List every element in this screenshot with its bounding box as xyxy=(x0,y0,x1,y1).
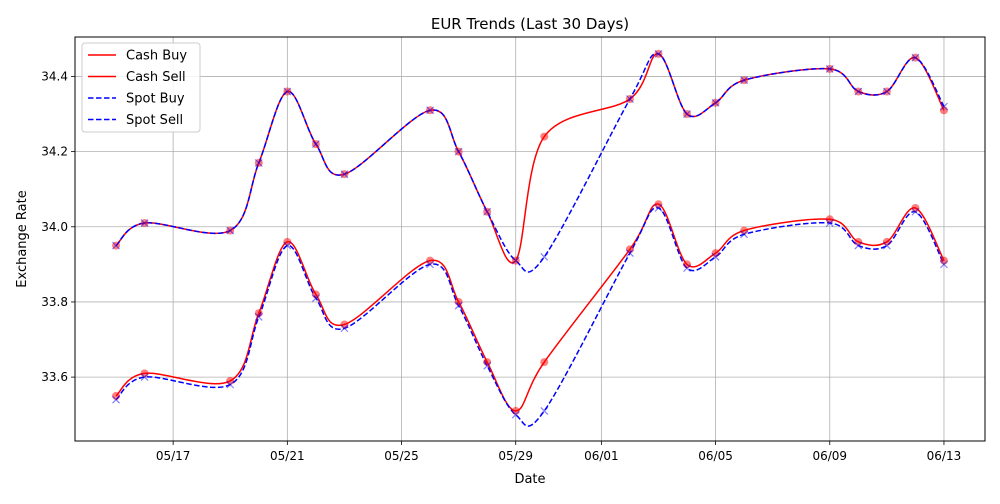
data-point-spot-buy xyxy=(625,249,634,258)
data-point-cash-buy xyxy=(426,256,435,265)
data-point-cash-buy xyxy=(112,391,121,400)
data-point-cash-buy xyxy=(654,200,663,209)
data-point-spot-sell xyxy=(540,252,549,261)
x-tick-label: 05/17 xyxy=(156,449,191,463)
data-point-cash-buy xyxy=(825,215,834,224)
data-point-spot-buy xyxy=(283,241,292,250)
data-point-cash-buy xyxy=(711,249,720,258)
data-point-spot-buy xyxy=(426,260,435,269)
data-point-spot-sell xyxy=(254,158,263,167)
x-axis-label: Date xyxy=(514,472,545,487)
data-point-spot-sell xyxy=(426,106,435,115)
plot-frame xyxy=(74,36,986,442)
data-point-spot-buy xyxy=(311,294,320,303)
chart-title: EUR Trends (Last 30 Days) xyxy=(431,15,629,33)
data-point-cash-buy xyxy=(311,290,320,299)
data-point-spot-buy xyxy=(854,241,863,250)
plot-area xyxy=(75,37,985,441)
data-point-spot-buy xyxy=(654,204,663,212)
data-point-cash-buy xyxy=(625,245,634,254)
data-point-spot-sell xyxy=(711,98,720,107)
data-point-cash-buy xyxy=(283,237,292,246)
series-line-cash-buy xyxy=(115,203,945,412)
data-point-spot-buy xyxy=(254,313,263,321)
y-axis-ticks: 33.6 33.8 34.0 34.2 34.4 xyxy=(41,69,75,384)
data-point-cash-buy xyxy=(854,237,863,246)
legend-label: Spot Buy xyxy=(126,92,185,107)
data-point-spot-buy xyxy=(711,252,720,261)
data-point-spot-sell xyxy=(226,226,235,235)
data-point-spot-buy xyxy=(911,207,920,216)
data-point-spot-sell xyxy=(340,170,349,179)
x-tick-label: 06/13 xyxy=(927,449,962,463)
data-point-spot-buy xyxy=(740,230,749,239)
data-point-cash-buy xyxy=(511,406,520,415)
data-point-spot-sell xyxy=(911,53,920,62)
data-point-spot-buy xyxy=(940,260,948,269)
x-tick-label: 05/29 xyxy=(498,449,533,463)
data-point-spot-buy xyxy=(540,407,549,415)
legend-label: Spot Sell xyxy=(126,113,183,128)
data-point-spot-sell xyxy=(140,219,149,227)
data-point-spot-sell xyxy=(311,140,320,149)
data-point-spot-sell xyxy=(683,110,691,118)
y-axis-label: Exchange Rate xyxy=(15,190,30,287)
x-axis-ticks: 05/17 05/21 05/25 05/29 06/01 06/05 06/09 06/13 xyxy=(156,441,961,463)
series-markers xyxy=(112,49,948,419)
data-point-spot-buy xyxy=(511,410,520,419)
legend-label: Cash Buy xyxy=(126,49,187,64)
y-tick-label: 33.6 xyxy=(41,370,68,384)
x-tick-label: 05/25 xyxy=(384,449,419,463)
data-point-spot-sell xyxy=(882,87,891,96)
data-point-spot-sell xyxy=(283,87,292,96)
y-tick-label: 34.2 xyxy=(41,145,68,159)
data-point-spot-buy xyxy=(112,395,120,404)
data-point-cash-sell xyxy=(939,106,948,115)
legend-label: Cash Sell xyxy=(126,70,186,85)
data-point-spot-sell xyxy=(740,76,749,85)
data-point-spot-buy xyxy=(340,324,349,333)
data-point-spot-buy xyxy=(140,373,149,382)
data-point-spot-sell xyxy=(654,49,663,58)
data-point-spot-sell xyxy=(454,147,463,156)
data-point-spot-sell xyxy=(854,87,863,96)
data-point-spot-sell xyxy=(940,102,948,111)
data-point-spot-sell xyxy=(511,256,520,265)
legend-box xyxy=(81,42,201,133)
data-point-cash-buy xyxy=(939,256,948,265)
data-point-spot-buy xyxy=(882,241,891,250)
data-point-cash-buy xyxy=(540,358,549,367)
data-point-cash-buy xyxy=(340,320,349,329)
y-tick-label: 34.0 xyxy=(41,220,68,234)
data-point-spot-sell xyxy=(625,95,634,103)
y-tick-label: 34.4 xyxy=(41,69,68,83)
x-tick-label: 06/09 xyxy=(812,449,847,463)
series-line-spot-buy xyxy=(115,207,945,427)
gridlines xyxy=(75,37,985,441)
data-point-cash-buy xyxy=(454,297,463,306)
data-point-cash-buy xyxy=(226,376,235,385)
data-point-spot-sell xyxy=(825,65,834,73)
data-point-spot-buy xyxy=(683,264,691,273)
data-point-cash-buy xyxy=(140,369,149,378)
data-point-spot-buy xyxy=(454,301,463,310)
data-point-spot-sell xyxy=(112,241,120,250)
x-tick-label: 06/05 xyxy=(698,449,733,463)
data-point-cash-buy xyxy=(882,237,891,246)
y-tick-label: 33.8 xyxy=(41,295,68,309)
legend: Cash Buy Cash Sell Spot Buy Spot Sell xyxy=(81,42,201,133)
data-point-cash-sell xyxy=(540,132,549,141)
data-point-cash-buy xyxy=(740,226,749,235)
data-point-cash-buy xyxy=(254,309,263,318)
data-point-spot-sell xyxy=(483,207,492,216)
data-point-cash-buy xyxy=(483,358,492,367)
data-point-spot-buy xyxy=(483,361,492,370)
data-point-spot-buy xyxy=(825,219,834,227)
data-point-cash-buy xyxy=(911,203,920,212)
data-point-cash-buy xyxy=(683,260,692,269)
x-tick-label: 05/21 xyxy=(270,449,305,463)
x-tick-label: 06/01 xyxy=(584,449,619,463)
data-point-spot-buy xyxy=(226,380,235,389)
